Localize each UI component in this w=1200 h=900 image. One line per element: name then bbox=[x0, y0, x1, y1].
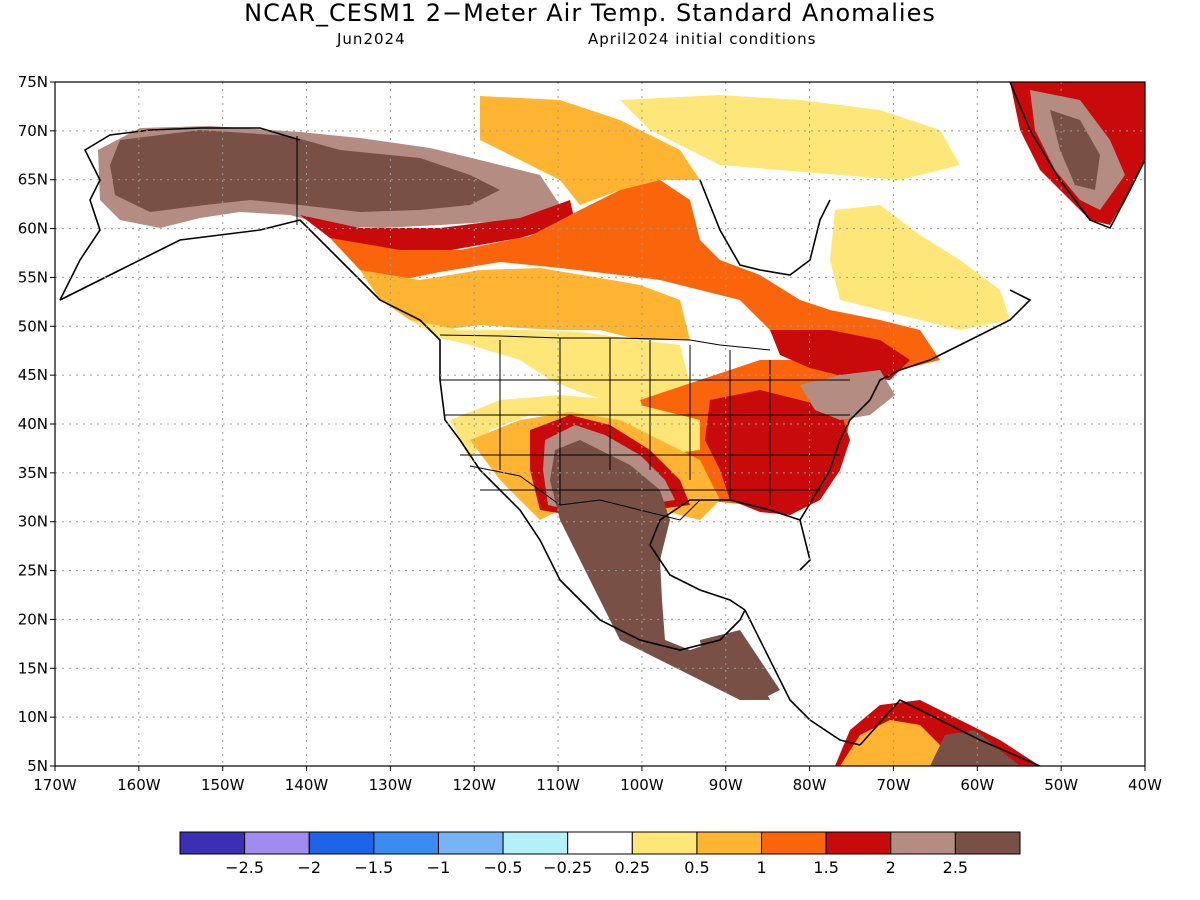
colorbar-label: 1.5 bbox=[813, 858, 838, 877]
lon-tick-label: 110W bbox=[536, 776, 580, 794]
anomaly-region-prairies-yellow bbox=[410, 320, 690, 410]
colorbar-swatch bbox=[696, 831, 763, 855]
lat-tick-label: 55N bbox=[18, 268, 48, 286]
lon-tick-label: 40W bbox=[1128, 776, 1162, 794]
lon-tick-label: 80W bbox=[793, 776, 827, 794]
lat-tick-label: 35N bbox=[18, 464, 48, 482]
anomaly-region-greatlakes-red bbox=[770, 330, 910, 380]
lon-tick-label: 60W bbox=[960, 776, 994, 794]
initial-conditions: April2024 initial conditions bbox=[588, 30, 817, 48]
anomaly-region-mexico-dark bbox=[550, 440, 770, 700]
lon-tick-label: 120W bbox=[452, 776, 496, 794]
colorbar-swatch bbox=[502, 831, 569, 855]
colorbar-swatch bbox=[179, 831, 246, 855]
colorbar: −2.5 −2 −1.5 −1 −0.5 −0.25 0.25 0.5 1 1.5 2 2.5 bbox=[179, 831, 1021, 877]
anomaly-region-south-america-dark bbox=[930, 730, 1020, 766]
map-title: NCAR_CESM1 2−Meter Air Temp. Standard An… bbox=[244, 0, 936, 27]
anomaly-region-northeast-mauve bbox=[800, 370, 895, 420]
lat-tick-label: 10N bbox=[18, 708, 48, 726]
colorbar-swatch bbox=[954, 831, 1021, 855]
colorbar-swatch bbox=[244, 831, 310, 855]
latitude-axis: 75N 70N 65N 60N 55N 50N 45N 40N 35N 30N 25N 20N 15N 1… bbox=[18, 73, 55, 775]
colorbar-label: −0.5 bbox=[484, 858, 523, 877]
lat-tick-label: 20N bbox=[18, 610, 48, 628]
anomaly-fields bbox=[59, 82, 1145, 766]
lon-tick-label: 130W bbox=[369, 776, 413, 794]
lat-tick-label: 15N bbox=[18, 659, 48, 677]
lat-tick-label: 60N bbox=[18, 220, 48, 238]
lon-tick-label: 150W bbox=[201, 776, 245, 794]
colorbar-label: 0.5 bbox=[684, 858, 709, 877]
lat-tick-label: 40N bbox=[18, 415, 48, 433]
colorbar-swatch bbox=[631, 831, 698, 855]
anomaly-region-central-america-dark bbox=[700, 630, 780, 700]
colorbar-label: −1.5 bbox=[354, 858, 393, 877]
colorbar-swatch bbox=[437, 831, 504, 855]
anomaly-region-alaska-core bbox=[110, 130, 500, 212]
colorbar-label: −2 bbox=[297, 858, 321, 877]
lat-tick-label: 25N bbox=[18, 562, 48, 580]
lon-tick-label: 70W bbox=[877, 776, 911, 794]
anomaly-region-labrador-yellow bbox=[830, 205, 1010, 330]
graticule bbox=[55, 82, 1145, 766]
anomaly-region-south-america-orange bbox=[840, 720, 960, 766]
anomaly-region-southeast-red bbox=[705, 390, 850, 515]
colorbar-label: 2 bbox=[886, 858, 896, 877]
forecast-month: Jun2024 bbox=[337, 30, 406, 48]
anomaly-region-greenland-dark bbox=[1050, 110, 1100, 190]
colorbar-label: −2.5 bbox=[225, 858, 264, 877]
colorbar-swatch bbox=[308, 831, 375, 855]
colorbar-swatch bbox=[825, 831, 892, 855]
anomaly-region-arctic-yellow bbox=[620, 95, 960, 180]
anomaly-region-canada-light bbox=[360, 268, 690, 340]
colorbar-label: −0.25 bbox=[543, 858, 592, 877]
colorbar-label: −1 bbox=[427, 858, 451, 877]
anomaly-region-canada-orange bbox=[330, 180, 830, 330]
lat-tick-label: 50N bbox=[18, 317, 48, 335]
colorbar-label: 0.25 bbox=[614, 858, 650, 877]
political-borders bbox=[296, 136, 850, 521]
lat-tick-label: 30N bbox=[18, 513, 48, 531]
longitude-axis: 170W 160W 150W 140W 130W 120W 110W 100W 90W 80W 70… bbox=[33, 766, 1162, 794]
colorbar-swatch bbox=[567, 831, 633, 855]
anomaly-region-yukon-red bbox=[300, 200, 575, 252]
colorbar-label: 2.5 bbox=[943, 858, 968, 877]
colorbar-swatch bbox=[890, 831, 956, 855]
lat-tick-label: 65N bbox=[18, 171, 48, 189]
lon-tick-label: 90W bbox=[709, 776, 743, 794]
lon-tick-label: 100W bbox=[620, 776, 664, 794]
lat-tick-label: 5N bbox=[27, 757, 48, 775]
lat-tick-label: 75N bbox=[18, 73, 48, 91]
colorbar-swatch bbox=[373, 831, 439, 855]
lon-tick-label: 170W bbox=[33, 776, 77, 794]
lon-tick-label: 50W bbox=[1044, 776, 1078, 794]
colorbar-label: 1 bbox=[756, 858, 766, 877]
lon-tick-label: 140W bbox=[285, 776, 329, 794]
lat-tick-label: 45N bbox=[18, 366, 48, 384]
anomaly-region-hudson-orange bbox=[480, 96, 700, 205]
lon-tick-label: 160W bbox=[117, 776, 161, 794]
colorbar-swatch bbox=[761, 831, 827, 855]
lat-tick-label: 70N bbox=[18, 122, 48, 140]
